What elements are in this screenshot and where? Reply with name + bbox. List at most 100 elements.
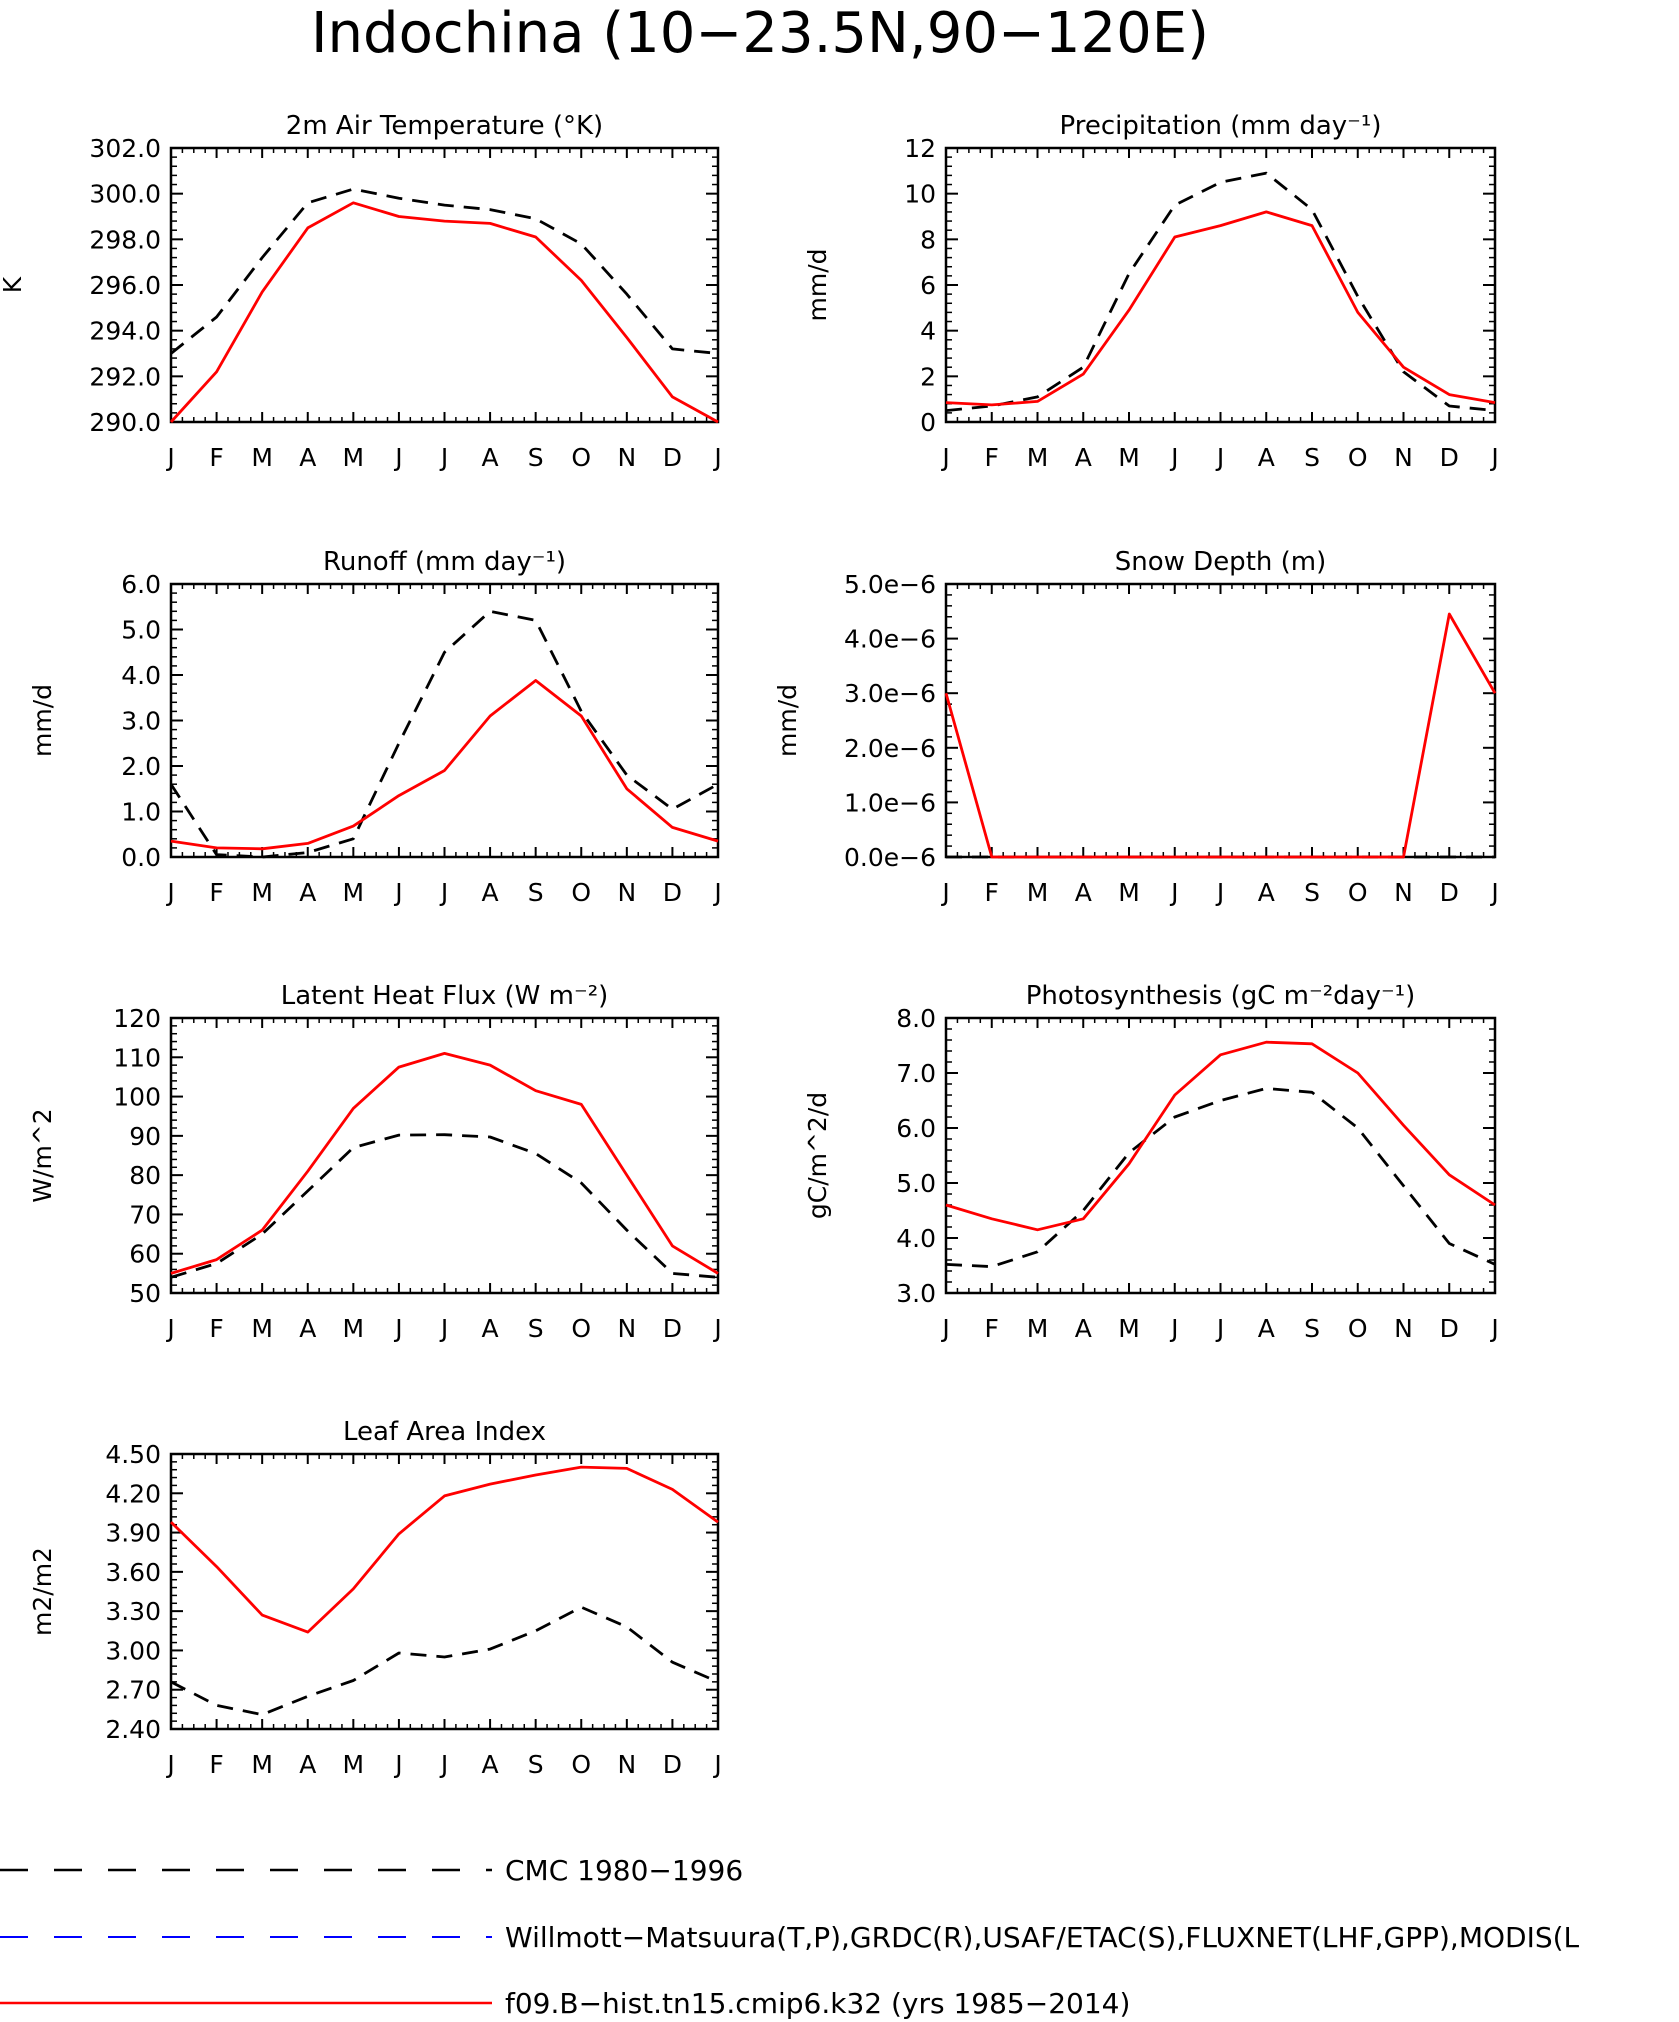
y-tick-label: 292.0 — [89, 362, 161, 391]
y-tick-label: 10 — [904, 180, 936, 209]
x-tick-label: J — [165, 878, 174, 907]
panel-0: 2m Air Temperature (°K)KJ F M A M J J A S O N D J290… — [0, 111, 722, 472]
plot-frame — [169, 1016, 720, 1295]
y-tick-label: 70 — [129, 1200, 161, 1229]
x-tick-label: M — [343, 1314, 365, 1343]
x-tick-label: D — [1440, 878, 1459, 907]
x-tick-label: M — [1118, 443, 1140, 472]
y-tick-label: 2 — [920, 362, 936, 391]
x-tick-label: F — [985, 443, 999, 472]
x-tick-label: J — [393, 1750, 402, 1779]
x-tick-label: M — [251, 1750, 273, 1779]
x-tick-label: J — [439, 443, 448, 472]
series-line-0 — [170, 1605, 719, 1716]
x-tick-label: A — [482, 1314, 499, 1343]
y-tick-label: 4 — [920, 317, 936, 346]
y-tick-label: 60 — [129, 1240, 161, 1269]
y-tick-label: 110 — [113, 1043, 161, 1072]
x-tick-label: S — [528, 1314, 544, 1343]
x-tick-label: O — [571, 1750, 591, 1779]
panel-title: Runoff (mm day⁻¹) — [323, 547, 566, 577]
x-tick-label: A — [299, 1750, 316, 1779]
y-tick-label: 4.20 — [105, 1479, 161, 1508]
y-tick-label: 302.0 — [89, 134, 161, 163]
series-line-1 — [944, 612, 1497, 859]
y-axis-label: W/m^2 — [28, 1108, 57, 1202]
y-tick-label: 0 — [920, 408, 936, 437]
x-tick-label: A — [1075, 443, 1092, 472]
x-tick-label: O — [1348, 1314, 1368, 1343]
y-tick-label: 7.0 — [896, 1059, 936, 1088]
y-tick-label: 3.90 — [105, 1519, 161, 1548]
x-tick-label: O — [571, 1314, 591, 1343]
x-tick-label: F — [985, 878, 999, 907]
x-tick-label: O — [571, 443, 591, 472]
x-tick-label: J — [165, 1750, 174, 1779]
x-tick-label: F — [209, 878, 223, 907]
x-tick-label: S — [1304, 878, 1320, 907]
x-tick-label: S — [528, 443, 544, 472]
plot-frame — [169, 582, 720, 859]
y-tick-label: 12 — [904, 134, 936, 163]
x-tick-label: J — [712, 443, 721, 472]
x-tick-label: M — [343, 443, 365, 472]
x-tick-label: F — [209, 443, 223, 472]
x-tick-label: A — [1075, 1314, 1092, 1343]
x-tick-label: J — [940, 878, 949, 907]
x-tick-label: J — [1489, 878, 1498, 907]
x-tick-label: J — [712, 1314, 721, 1343]
x-tick-label: M — [1027, 878, 1049, 907]
series-line-1 — [945, 210, 1496, 407]
y-axis-label: mm/d — [773, 684, 802, 757]
panel-1: Precipitation (mm day⁻¹)mm/dJ F M A M J J A S O N D… — [803, 111, 1499, 472]
y-tick-label: 1.0 — [121, 798, 161, 827]
legend-label-obs: Willmott−Matsuura(T,P),GRDC(R),USAF/ETAC… — [505, 1921, 1580, 1954]
y-tick-label: 6 — [920, 271, 936, 300]
x-tick-label: O — [571, 878, 591, 907]
x-tick-label: J — [1169, 1314, 1178, 1343]
x-tick-label: M — [251, 878, 273, 907]
x-tick-label: N — [617, 878, 636, 907]
y-tick-label: 294.0 — [89, 317, 161, 346]
y-tick-label: 5.0 — [896, 1169, 936, 1198]
y-tick-label: 4.0 — [896, 1224, 936, 1253]
y-tick-label: 300.0 — [89, 180, 161, 209]
series-line-1 — [945, 1040, 1496, 1232]
x-tick-label: O — [1348, 443, 1368, 472]
y-tick-label: 2.0e−6 — [844, 734, 936, 763]
x-tick-label: M — [251, 1314, 273, 1343]
x-tick-label: A — [1075, 878, 1092, 907]
x-tick-label: J — [165, 443, 174, 472]
y-tick-label: 100 — [113, 1083, 161, 1112]
x-tick-label: F — [209, 1750, 223, 1779]
x-tick-label: A — [482, 443, 499, 472]
x-tick-label: D — [663, 1314, 682, 1343]
x-tick-label: J — [393, 443, 402, 472]
y-tick-label: 6.0 — [121, 570, 161, 599]
x-tick-label: J — [439, 1314, 448, 1343]
x-tick-label: J — [1489, 443, 1498, 472]
x-tick-label: J — [439, 878, 448, 907]
x-tick-label: S — [1304, 1314, 1320, 1343]
x-tick-label: J — [1169, 443, 1178, 472]
legend-label-model: f09.B−hist.tn15.cmip6.k32 (yrs 1985−2014… — [505, 1987, 1130, 2020]
x-tick-label: D — [1440, 443, 1459, 472]
y-tick-label: 3.0e−6 — [844, 679, 936, 708]
series-line-0 — [170, 1133, 719, 1279]
y-tick-label: 4.0e−6 — [844, 625, 936, 654]
x-tick-label: M — [343, 1750, 365, 1779]
y-axis-label: mm/d — [28, 684, 57, 757]
panel-3: Snow Depth (m)mm/dJ F M A M J J A S O N D J0.0e−61.0… — [773, 547, 1499, 907]
y-tick-label: 80 — [129, 1161, 161, 1190]
x-tick-label: A — [482, 878, 499, 907]
y-axis-label: gC/m^2/d — [803, 1092, 832, 1219]
series-line-1 — [170, 1052, 719, 1275]
series-line-0 — [945, 1087, 1496, 1268]
x-tick-label: M — [1027, 443, 1049, 472]
x-tick-label: J — [1489, 1314, 1498, 1343]
x-tick-label: J — [1215, 878, 1224, 907]
x-tick-label: N — [1394, 1314, 1413, 1343]
panel-title: Photosynthesis (gC m⁻²day⁻¹) — [1026, 981, 1415, 1011]
x-tick-label: N — [617, 443, 636, 472]
